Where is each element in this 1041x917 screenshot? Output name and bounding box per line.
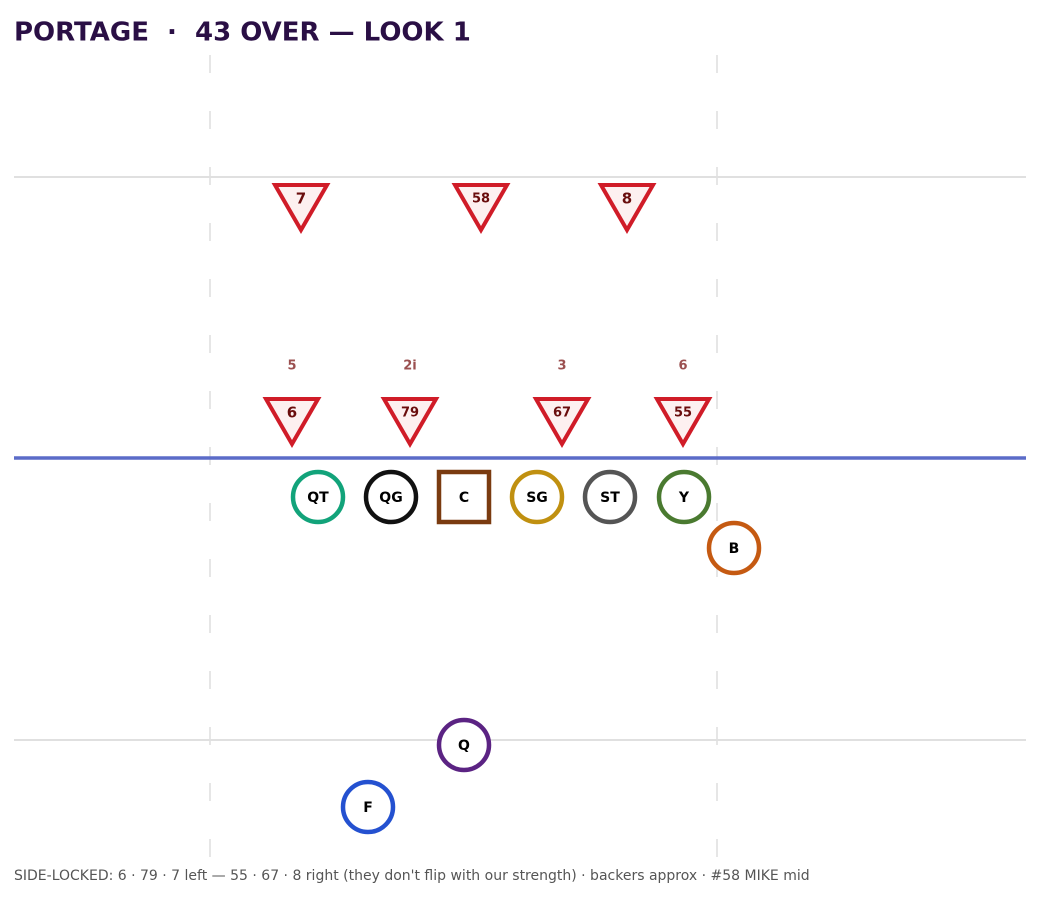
defender-marker [262, 397, 322, 448]
defender-marker [532, 397, 592, 448]
player-marker [363, 469, 419, 525]
linebacker-marker [451, 183, 511, 234]
linebacker-marker [597, 183, 657, 234]
player-marker [509, 469, 565, 525]
player-label: Y [678, 490, 690, 506]
player-label: B [729, 541, 740, 557]
player-label: Q [458, 738, 470, 754]
linebacker-label: 58 [472, 192, 490, 207]
center-marker [436, 469, 492, 525]
defender-label: 55 [674, 406, 692, 421]
defender-label: 79 [401, 406, 419, 421]
player-marker [706, 520, 762, 576]
technique-label: 5 [287, 359, 296, 374]
player-label: C [459, 490, 469, 506]
technique-label: 6 [678, 359, 687, 374]
defender-label: 6 [287, 404, 297, 422]
title: PORTAGE · 43 OVER — LOOK 1 [14, 18, 471, 48]
defender-label: 67 [553, 406, 571, 421]
player-label: SG [526, 490, 548, 506]
technique-label: 3 [557, 359, 566, 374]
player-label: QG [379, 490, 402, 506]
linebacker-label: 8 [622, 190, 632, 208]
player-label: QT [307, 490, 329, 506]
player-marker [582, 469, 638, 525]
linebacker-label: 7 [296, 190, 306, 208]
player-marker [290, 469, 346, 525]
player-label: ST [600, 490, 620, 506]
technique-label: 2i [403, 359, 417, 374]
linebacker-marker [271, 183, 331, 234]
player-marker [340, 779, 396, 835]
player-label: F [363, 800, 373, 816]
player-marker [436, 717, 492, 773]
footer-note: SIDE-LOCKED: 6 · 79 · 7 left — 55 · 67 ·… [14, 868, 810, 884]
defender-marker [653, 397, 713, 448]
defender-marker [380, 397, 440, 448]
player-marker [656, 469, 712, 525]
